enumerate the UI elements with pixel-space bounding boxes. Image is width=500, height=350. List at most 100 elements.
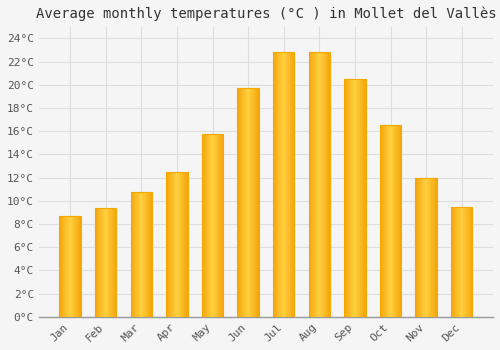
Bar (141, 191, 142, 317)
Bar (436, 177, 437, 317)
Bar (279, 52, 280, 317)
Bar (206, 133, 207, 317)
Bar (471, 206, 472, 317)
Bar (255, 88, 256, 317)
Bar (424, 177, 425, 317)
Bar (66, 216, 67, 317)
Bar (207, 133, 208, 317)
Bar (397, 125, 398, 317)
Bar (110, 208, 111, 317)
Bar (140, 191, 141, 317)
Bar (453, 206, 454, 317)
Bar (142, 191, 143, 317)
Bar (67, 216, 68, 317)
Bar (284, 52, 285, 317)
Bar (68, 216, 69, 317)
Bar (73, 216, 74, 317)
Bar (327, 52, 328, 317)
Bar (276, 52, 277, 317)
Bar (254, 88, 255, 317)
Bar (151, 191, 152, 317)
Bar (221, 133, 222, 317)
Bar (292, 52, 293, 317)
Bar (258, 88, 259, 317)
Bar (360, 79, 361, 317)
Bar (144, 191, 145, 317)
Bar (173, 172, 174, 317)
Bar (102, 208, 103, 317)
Bar (285, 52, 286, 317)
Bar (387, 125, 388, 317)
Bar (348, 79, 349, 317)
Bar (213, 133, 214, 317)
Bar (69, 216, 70, 317)
Bar (319, 52, 320, 317)
Bar (396, 125, 397, 317)
Bar (323, 52, 324, 317)
Bar (242, 88, 243, 317)
Bar (108, 208, 109, 317)
Bar (427, 177, 428, 317)
Bar (202, 133, 223, 317)
Bar (109, 208, 110, 317)
Bar (79, 216, 80, 317)
Bar (70, 216, 71, 317)
Bar (275, 52, 276, 317)
Bar (112, 208, 113, 317)
Bar (98, 208, 99, 317)
Bar (469, 206, 470, 317)
Bar (248, 88, 249, 317)
Bar (137, 191, 138, 317)
Bar (355, 79, 356, 317)
Bar (463, 206, 464, 317)
Bar (385, 125, 386, 317)
Bar (145, 191, 146, 317)
Bar (251, 88, 252, 317)
Bar (313, 52, 314, 317)
Bar (365, 79, 366, 317)
Bar (166, 172, 167, 317)
Bar (314, 52, 315, 317)
Bar (359, 79, 360, 317)
Bar (345, 79, 346, 317)
Bar (430, 177, 431, 317)
Bar (462, 206, 463, 317)
Bar (390, 125, 391, 317)
Bar (393, 125, 394, 317)
Bar (184, 172, 185, 317)
Bar (364, 79, 365, 317)
Bar (391, 125, 392, 317)
Bar (280, 52, 281, 317)
Bar (257, 88, 258, 317)
Bar (290, 52, 291, 317)
Bar (288, 52, 289, 317)
Bar (416, 177, 437, 317)
Bar (322, 52, 323, 317)
Bar (277, 52, 278, 317)
Bar (75, 216, 76, 317)
Bar (384, 125, 385, 317)
Bar (320, 52, 321, 317)
Bar (104, 208, 105, 317)
Bar (136, 191, 137, 317)
Bar (358, 79, 359, 317)
Bar (171, 172, 172, 317)
Bar (354, 79, 355, 317)
Bar (435, 177, 436, 317)
Bar (60, 216, 81, 317)
Bar (380, 125, 381, 317)
Bar (222, 133, 223, 317)
Bar (311, 52, 312, 317)
Bar (208, 133, 209, 317)
Bar (95, 208, 116, 317)
Bar (454, 206, 455, 317)
Bar (244, 88, 245, 317)
Bar (63, 216, 64, 317)
Bar (135, 191, 136, 317)
Bar (139, 191, 140, 317)
Bar (220, 133, 221, 317)
Bar (246, 88, 247, 317)
Bar (328, 52, 329, 317)
Bar (349, 79, 350, 317)
Bar (212, 133, 213, 317)
